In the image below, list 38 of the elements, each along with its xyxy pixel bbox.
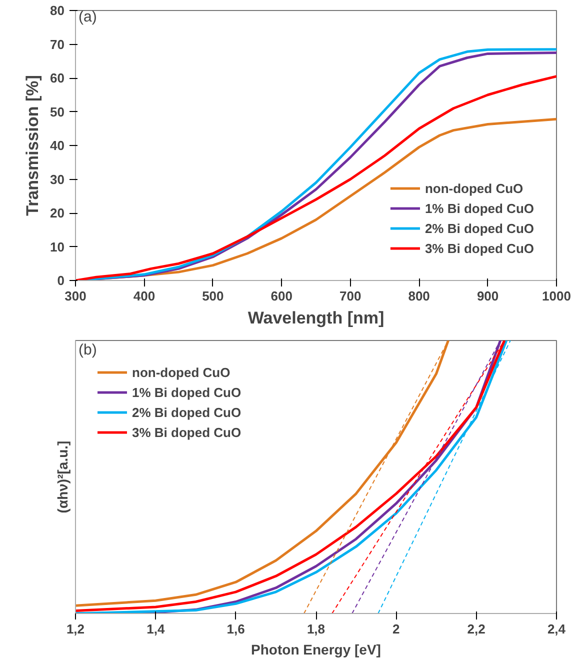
legend-label: 1% Bi doped CuO (424, 200, 534, 216)
legend-label: 3% Bi doped CuO (424, 240, 534, 256)
x-tick-label: 1,6 (226, 622, 245, 636)
y-tick-label: 0 (57, 273, 65, 288)
x-tick-label: 500 (202, 288, 224, 304)
legend-label: 1% Bi doped CuO (132, 384, 242, 400)
legend-label: 2% Bi doped CuO (132, 404, 242, 420)
y-tick-label: 20 (50, 206, 65, 220)
legend-label: 3% Bi doped CuO (132, 424, 242, 440)
legend-label: non-doped CuO (424, 180, 524, 196)
x-tick-label: 400 (133, 288, 156, 304)
x-axis-title: Photon Energy [eV] (251, 642, 381, 658)
x-tick-label: 1,4 (146, 622, 166, 636)
x-tick-label: 700 (340, 288, 362, 304)
x-tick-label: 1000 (542, 288, 571, 304)
y-tick-label: 80 (50, 3, 65, 18)
x-tick-label: 600 (270, 288, 292, 304)
y-tick-label: 40 (50, 138, 65, 153)
x-tick-label: 1,2 (66, 622, 85, 636)
x-tick-label: 900 (476, 288, 499, 304)
x-tick-label: 800 (408, 288, 430, 304)
y-tick-label: 70 (50, 36, 65, 52)
y-axis-title: Transmission [%] (23, 75, 42, 216)
annotation: (a) (78, 8, 97, 26)
legend-label: non-doped CuO (132, 364, 230, 380)
x-axis-title: Wavelength [nm] (248, 308, 384, 328)
x-tick-label: 300 (64, 288, 86, 304)
x-tick-label: 2,4 (547, 622, 566, 636)
x-tick-label: 2,2 (467, 622, 486, 636)
x-tick-label: 1,8 (306, 622, 326, 636)
x-tick-label: 2 (392, 622, 400, 636)
y-tick-label: 30 (50, 172, 65, 187)
legend-label: 2% Bi doped CuO (424, 220, 534, 236)
y-tick-label: 10 (50, 239, 65, 254)
y-axis-title: (αhν)²[a.u.] (54, 440, 70, 514)
annotation: (b) (78, 342, 97, 358)
y-tick-label: 60 (50, 70, 65, 86)
y-tick-label: 50 (50, 104, 65, 120)
